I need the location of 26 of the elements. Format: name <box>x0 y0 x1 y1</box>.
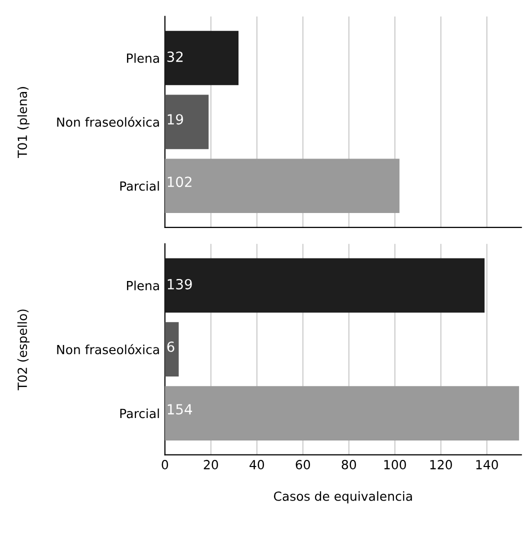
data-label: 19 <box>168 114 184 125</box>
x-tick-label: 60 <box>296 460 310 470</box>
data-label: 102 <box>168 176 192 188</box>
y-tick-label: Non fraseolóxica <box>57 116 159 127</box>
y-tick-label: Parcial <box>120 181 159 191</box>
y-tick-label: Plena <box>127 53 159 63</box>
y-tick-label: Parcial <box>120 408 159 418</box>
data-label: 139 <box>168 278 192 290</box>
x-tick-label: 80 <box>342 460 356 470</box>
y-tick-label: Plena <box>127 280 159 290</box>
bar <box>164 322 179 377</box>
data-label: 154 <box>168 404 192 415</box>
x-tick-label: 20 <box>204 460 218 470</box>
x-tick-label: 120 <box>430 460 452 470</box>
y-tick-label: Non fraseolóxica <box>57 344 159 354</box>
x-tick-label: 0 <box>162 460 168 470</box>
x-axis-title: Casos de equivalencia <box>274 491 412 504</box>
bar <box>164 386 520 440</box>
data-label: 32 <box>167 52 183 62</box>
x-tick-label: 100 <box>384 460 406 470</box>
y-axis-title: T02 (espello) <box>17 310 30 390</box>
data-label: 6 <box>167 341 174 352</box>
x-tick-label: 40 <box>250 460 264 470</box>
y-axis-title: T01 (plena) <box>17 87 30 158</box>
x-tick-label: 140 <box>476 460 498 470</box>
bar <box>164 258 485 313</box>
